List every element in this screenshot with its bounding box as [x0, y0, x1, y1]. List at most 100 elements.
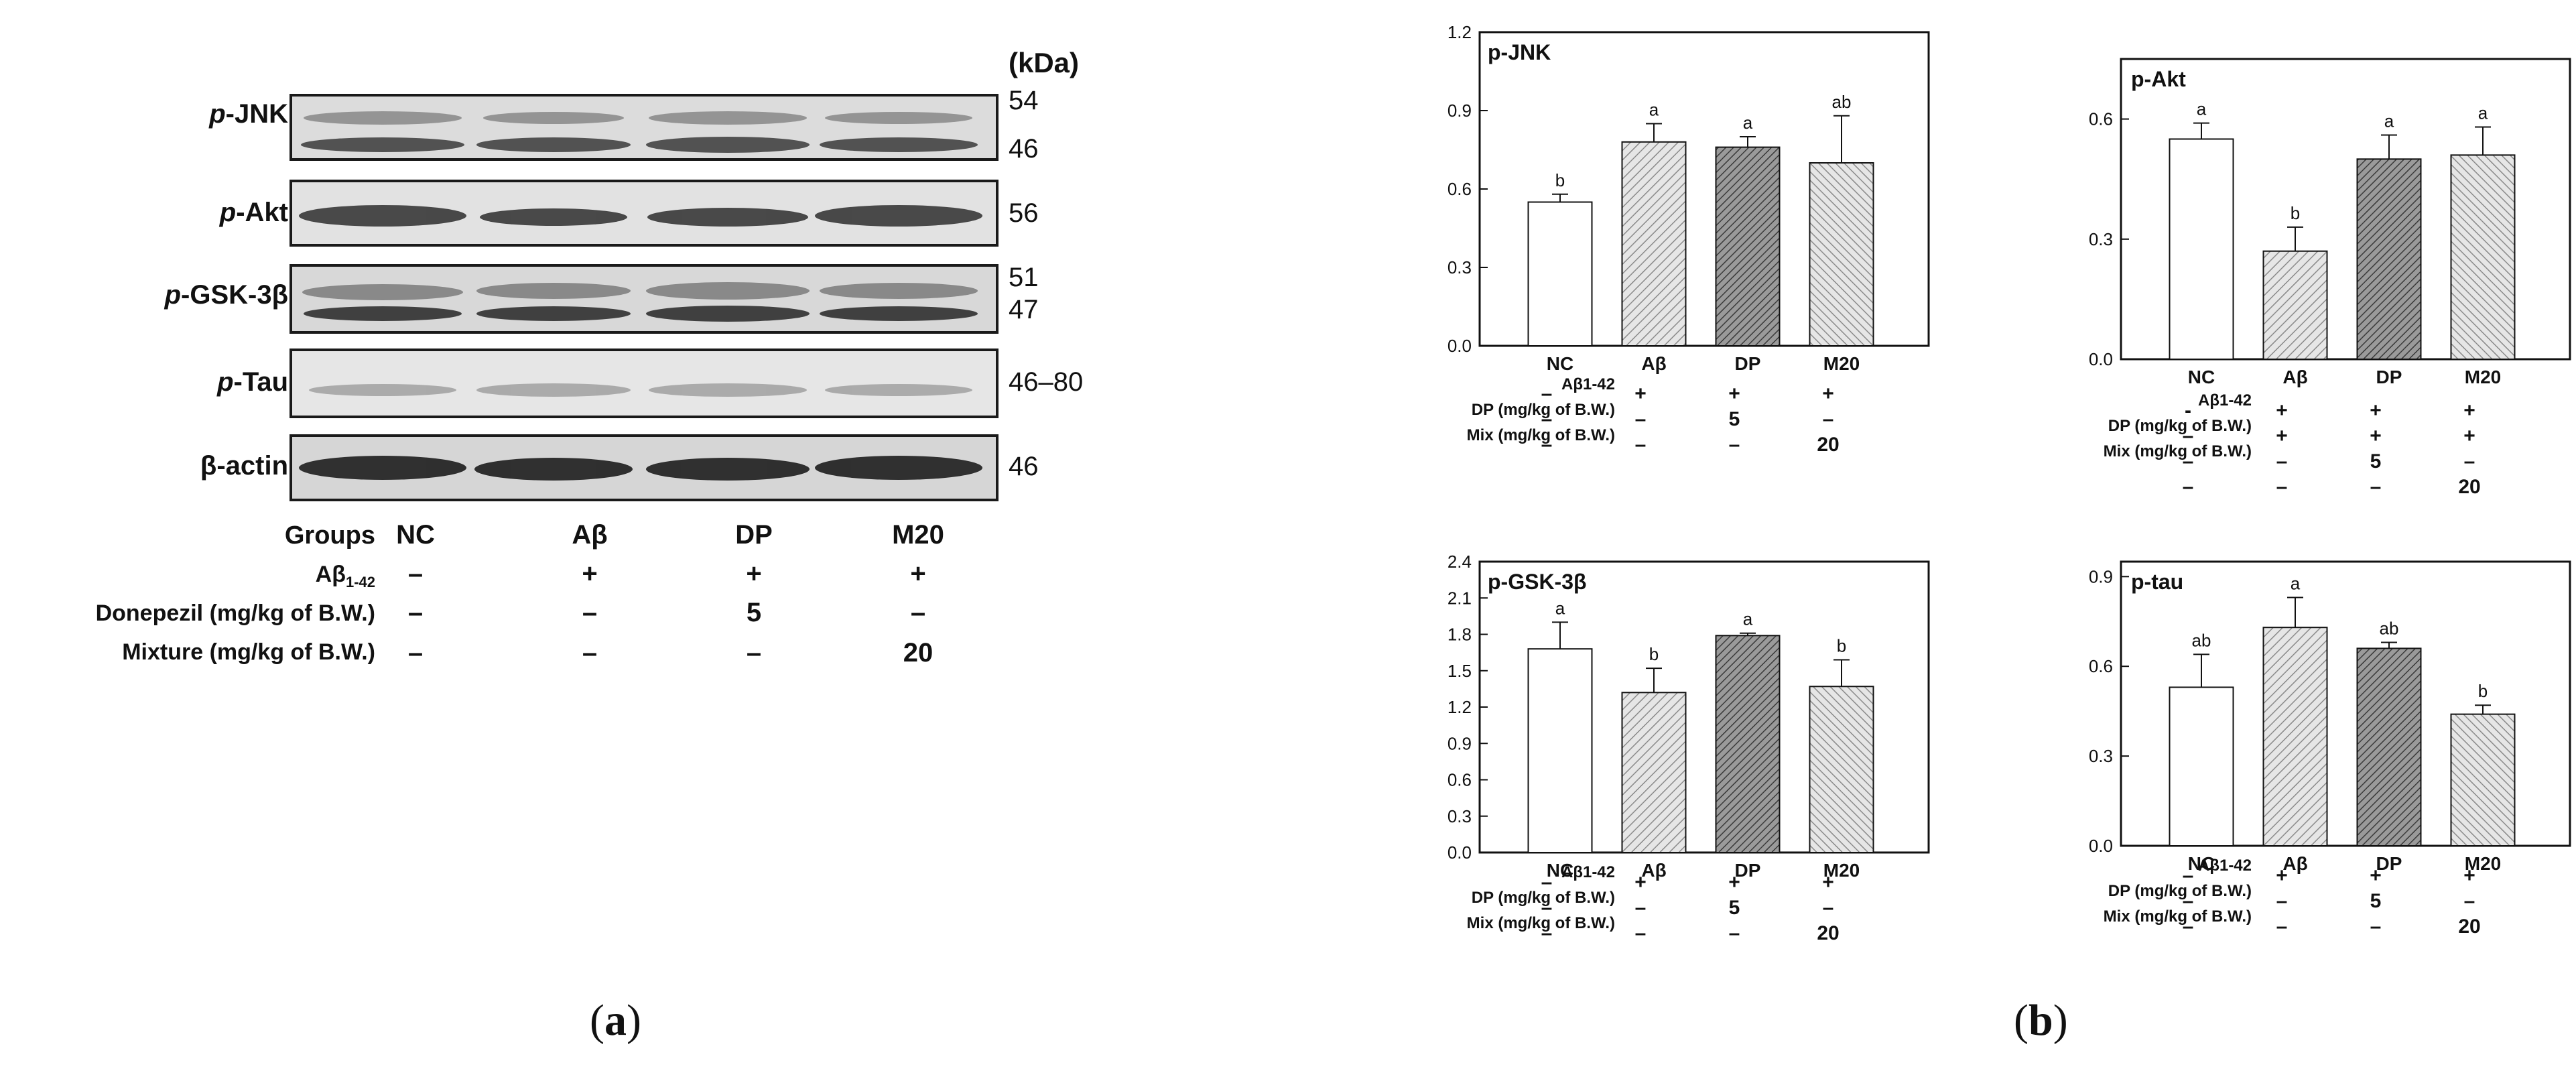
chart-2-bar-0 [1527, 648, 1593, 853]
chart-3-ytick-label: 0.9 [2089, 566, 2113, 586]
chart-1-category-0: NC [2188, 367, 2215, 387]
chart-0-control-1-2: 5 [1729, 408, 1740, 430]
blot-strip-p-akt [289, 180, 999, 247]
chart-3-control-0-3: + [2463, 865, 2475, 887]
chart-0-category-2: DP [1735, 353, 1761, 374]
table-donepezil-m20: – [910, 598, 926, 627]
ctrl-p-tau-dp-label: DP (mg/kg of B.W.) [2108, 882, 2252, 900]
chart-3-bar-2 [2356, 647, 2422, 846]
table-mixture-label: Mixture (mg/kg of B.W.) [122, 639, 375, 665]
chart-0-control-2-3: 20 [1817, 434, 1839, 456]
chart-0-category-0: NC [1547, 353, 1573, 374]
table-groups-label: Groups [284, 521, 375, 550]
chart-0-bar-1 [1621, 141, 1687, 347]
chart-0-control-2-0: – [1541, 434, 1553, 456]
chart-1-category-1: Aβ [2282, 367, 2307, 387]
panel-letter-b: (b) [2014, 996, 2068, 1045]
table-group-m20: M20 [892, 520, 944, 550]
chart-title-p-akt: p-Akt [2131, 67, 2186, 91]
chart-0-control-0-1: + [1634, 383, 1647, 405]
chart-2-category-2: DP [1735, 860, 1761, 881]
chart-1-ytick-label: 0.3 [2089, 229, 2113, 249]
chart-2-ytick-label: 1.5 [1447, 661, 1472, 681]
chart-2-control-2-1: – [1635, 922, 1647, 944]
chart-2-control-1-1: – [1635, 897, 1647, 919]
chart-1-bar-2 [2356, 158, 2422, 360]
chart-1-frame [2120, 58, 2571, 361]
kda-unit-label: (kDa) [1009, 47, 1080, 78]
chart-0-control-1-1: – [1635, 408, 1647, 430]
chart-1-bar-0 [2169, 138, 2234, 360]
chart-2-category-3: M20 [1823, 860, 1860, 881]
chart-3-control-2-0: – [2183, 915, 2194, 938]
panel-a-western-blot: (kDa) p-JNK 54 46 p-Akt 56 p-GSK-3β [0, 0, 1206, 1075]
chart-2-sig-letter-2: a [1743, 609, 1753, 629]
table-abeta-m20: + [910, 559, 926, 588]
chart-2-bar-3 [1809, 686, 1874, 853]
chart-0-control-2-2: – [1729, 434, 1740, 456]
chart-3-sig-letter-1: a [2291, 574, 2301, 594]
blot-label-p-akt: p-Akt [219, 198, 288, 227]
chart-3-control-2-1: – [2276, 915, 2288, 938]
chart-2-ytick-label: 0.9 [1447, 733, 1472, 753]
ctrl-p-jnk-mix-label: Mix (mg/kg of B.W.) [1466, 426, 1615, 444]
chart-1-sig-letter-0: a [2197, 99, 2207, 119]
table-mixture-m20: 20 [903, 638, 933, 668]
chart-3-category-3: M20 [2465, 853, 2501, 874]
chart-2-control-1-0: – [1541, 897, 1553, 919]
chart-2-control-2-2: – [1729, 922, 1740, 944]
chart-1-control-2-1: – [2276, 450, 2288, 472]
chart-2-control-0-3: + [1822, 871, 1834, 893]
chart-0-control-0-2: + [1728, 383, 1740, 405]
chart-3-sig-letter-2: ab [2380, 619, 2399, 639]
panel-letter-a: (a) [590, 996, 641, 1045]
mw-p-gsk3b-upper: 51 [1009, 263, 1039, 292]
chart-3-control-1-3: – [2464, 890, 2475, 912]
chart-2-ytick-label: 0.6 [1447, 770, 1472, 790]
chart-0-control-0-3: + [1822, 383, 1834, 405]
chart-1-control-2-0: – [2183, 450, 2194, 472]
ctrl-p-gsk3b-mix-label: Mix (mg/kg of B.W.) [1466, 914, 1615, 932]
table-mixture-abeta: – [582, 638, 598, 668]
chart-1-bar-1 [2262, 250, 2328, 360]
ctrl-p-akt-dp-label: DP (mg/kg of B.W.) [2108, 417, 2252, 435]
table-donepezil-dp: 5 [746, 598, 762, 627]
ctrl-p-gsk3b-abeta-label: Aβ1-42 [1561, 863, 1615, 881]
blot-strip-p-tau [289, 349, 999, 418]
blot-strip-p-gsk3b [289, 264, 999, 334]
blot-bands-p-akt [292, 182, 996, 244]
blot-label-p-gsk3b: p-GSK-3β [164, 280, 288, 310]
table-mixture-dp: – [746, 638, 762, 668]
chart-2-sig-letter-3: b [1837, 635, 1846, 655]
chart-2-category-1: Aβ [1641, 860, 1666, 881]
blot-strip-p-jnk [289, 94, 999, 161]
chart-3-control-1-2: 5 [2370, 890, 2382, 912]
chart-3-category-1: Aβ [2282, 853, 2307, 874]
chart-2-control-2-0: – [1541, 922, 1553, 944]
blot-label-beta-actin: β-actin [200, 451, 288, 481]
table-abeta-abeta: + [582, 559, 598, 588]
chart-1-ytick-label: 0.0 [2089, 349, 2113, 369]
chart-2-control-0-0: – [1541, 871, 1553, 893]
chart-1-control-2-2: 5 [2370, 450, 2382, 472]
table-group-dp: DP [735, 520, 773, 550]
mw-p-akt: 56 [1009, 198, 1039, 228]
chart-2-control-1-3: – [1823, 897, 1834, 919]
chart-3-bar-0 [2169, 686, 2234, 846]
chart-2-control-0-2: + [1728, 871, 1740, 893]
chart-0-control-2-1: – [1635, 434, 1647, 456]
ctrl-p-tau-mix-label: Mix (mg/kg of B.W.) [2103, 907, 2252, 926]
chart-1-control-1-1: + [2276, 425, 2288, 447]
chart-1-category-3: M20 [2465, 367, 2501, 387]
chart-3-control-1-1: – [2276, 890, 2288, 912]
chart-1-control-3-2: – [2370, 476, 2382, 498]
chart-3-control-1-0: – [2183, 890, 2194, 912]
chart-0-control-1-3: – [1823, 408, 1834, 430]
chart-0-bar-0 [1527, 201, 1593, 346]
chart-1-sig-letter-2: a [2384, 111, 2394, 131]
chart-1-control-3-1: – [2276, 476, 2288, 498]
table-donepezil-abeta: – [582, 598, 598, 627]
chart-0-control-1-0: – [1541, 408, 1553, 430]
chart-2-control-2-3: 20 [1817, 922, 1839, 944]
chart-0-ytick-label: 0.9 [1447, 101, 1472, 121]
